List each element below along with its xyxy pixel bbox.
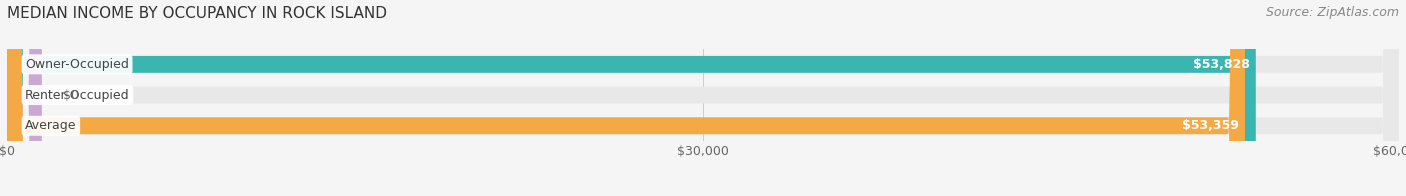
FancyBboxPatch shape [7, 0, 1399, 196]
FancyBboxPatch shape [7, 0, 1244, 196]
Text: Average: Average [25, 119, 76, 132]
FancyBboxPatch shape [7, 0, 1399, 196]
FancyBboxPatch shape [7, 0, 42, 196]
Text: $53,828: $53,828 [1194, 58, 1250, 71]
Text: Source: ZipAtlas.com: Source: ZipAtlas.com [1265, 6, 1399, 19]
Text: $53,359: $53,359 [1182, 119, 1239, 132]
FancyBboxPatch shape [7, 0, 1399, 196]
Text: Owner-Occupied: Owner-Occupied [25, 58, 129, 71]
Text: $0: $0 [63, 89, 79, 102]
Text: Renter-Occupied: Renter-Occupied [25, 89, 129, 102]
Text: MEDIAN INCOME BY OCCUPANCY IN ROCK ISLAND: MEDIAN INCOME BY OCCUPANCY IN ROCK ISLAN… [7, 6, 387, 21]
FancyBboxPatch shape [7, 0, 1256, 196]
